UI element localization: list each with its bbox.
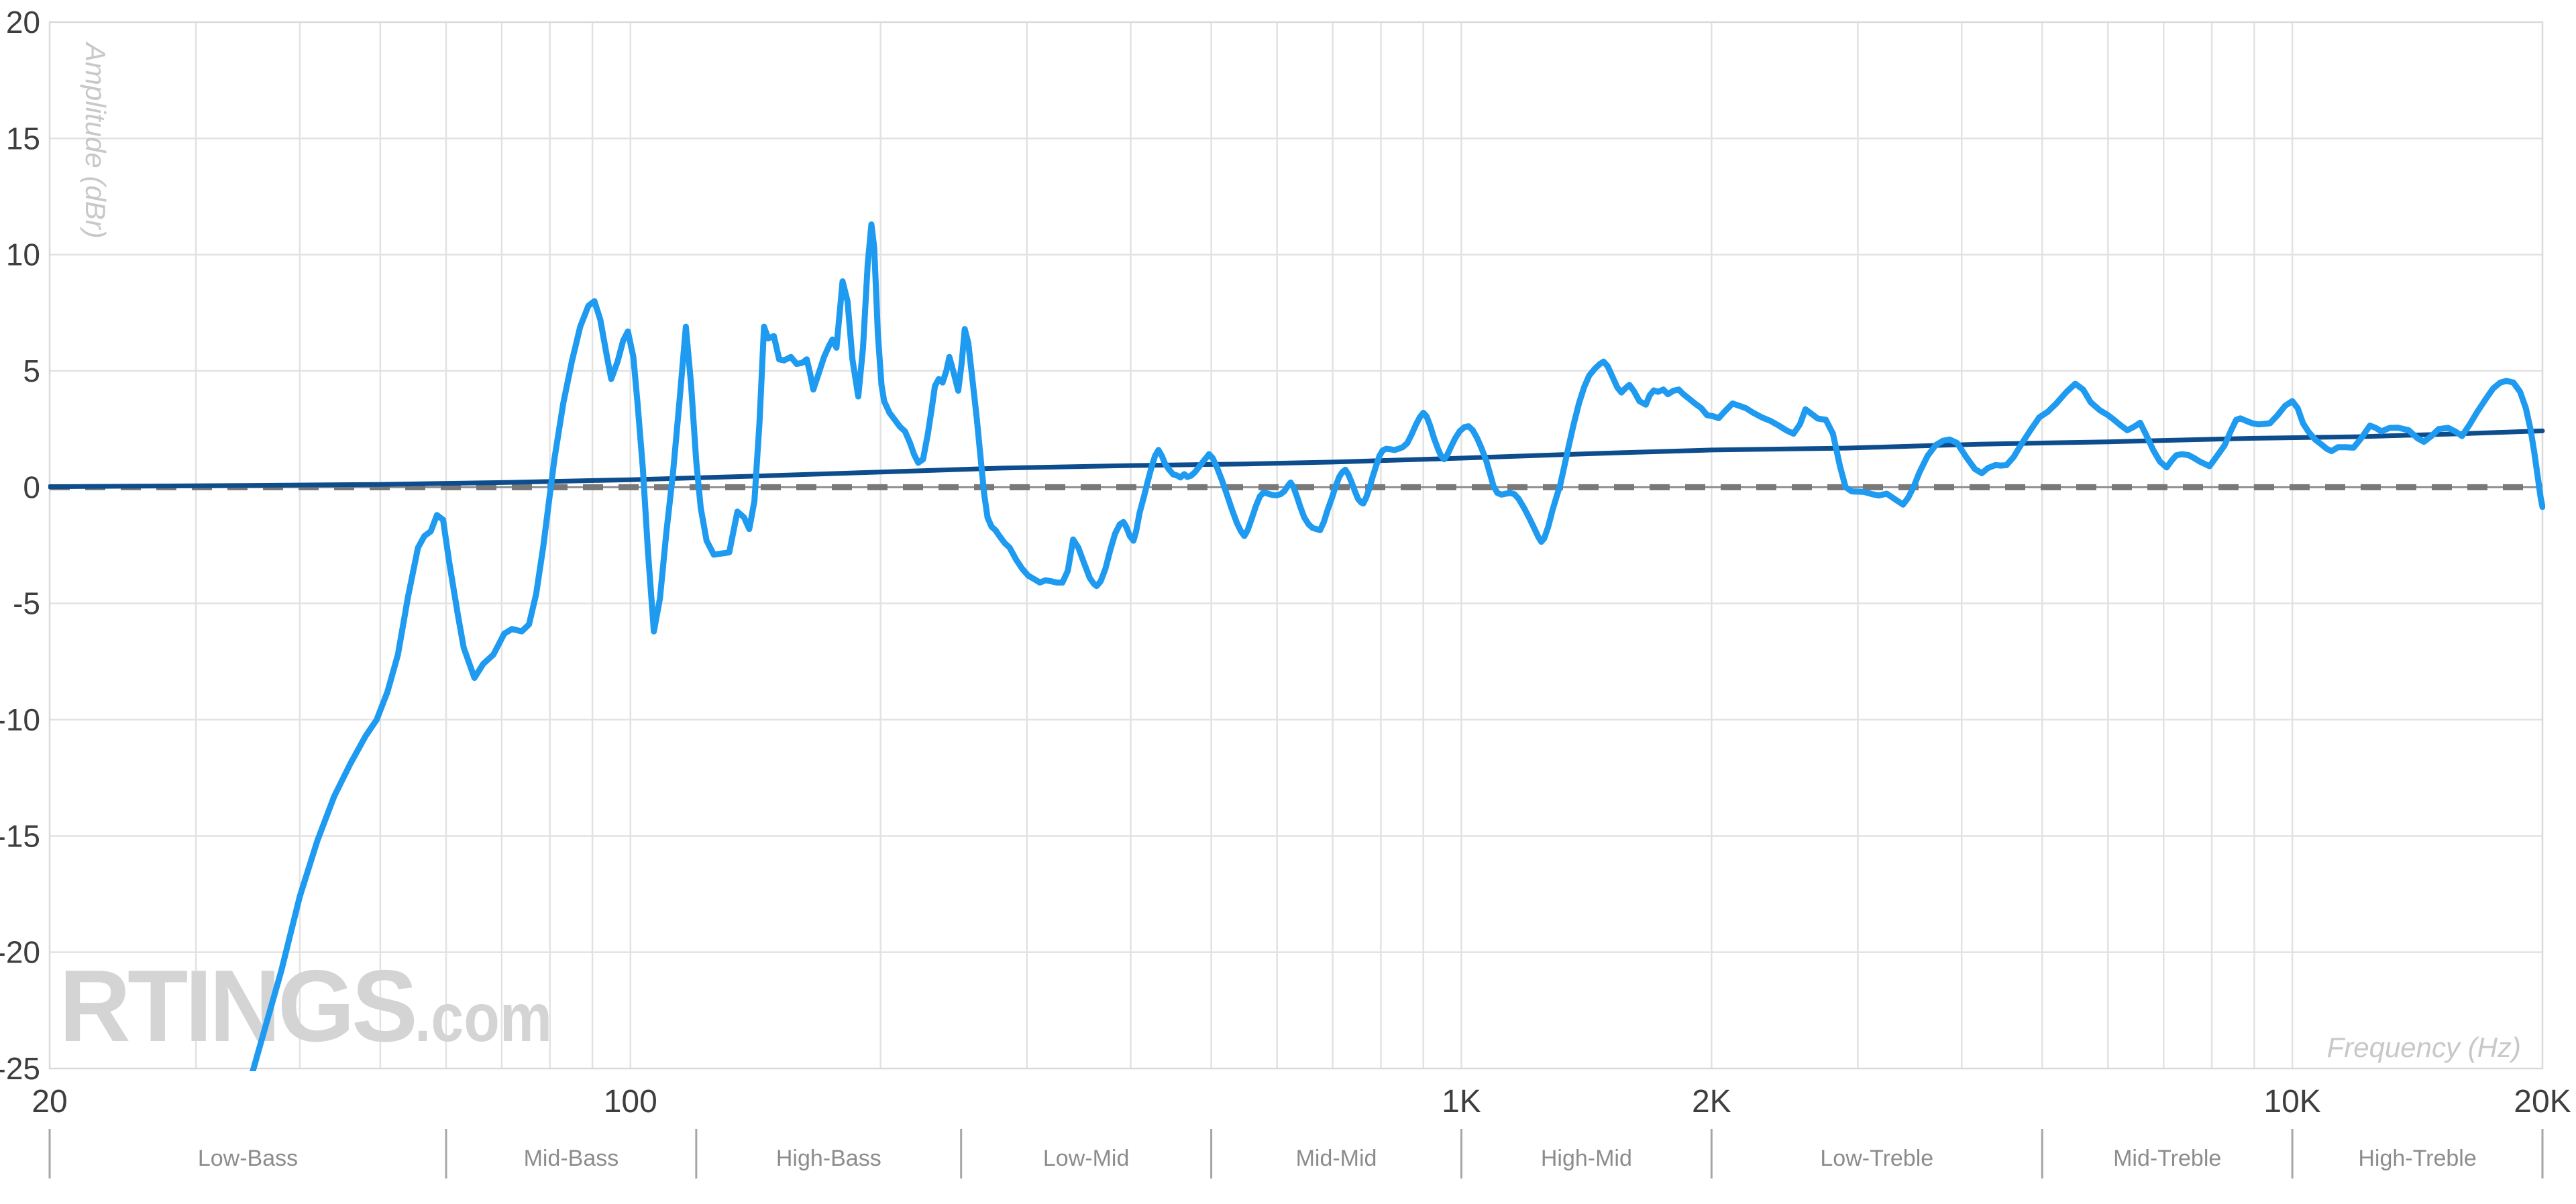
y-tick-label-0: 0	[23, 470, 40, 504]
x-tick-label-20: 20	[32, 1084, 67, 1119]
band-label-high-treble: High-Treble	[2358, 1146, 2476, 1171]
y-tick-label--5: -5	[13, 586, 40, 621]
y-tick-label-5: 5	[23, 353, 40, 388]
plot-frame	[48, 21, 2544, 1070]
watermark-suffix: .com	[415, 979, 552, 1056]
watermark-logo: RTINGS.com	[59, 949, 552, 1063]
band-label-low-mid: Low-Mid	[1043, 1146, 1129, 1171]
y-tick-label--25: -25	[0, 1051, 40, 1086]
y-tick-label--10: -10	[0, 702, 40, 737]
y-axis-labels: 20 15 10 5 0 -5 -10 -15 -20 -25	[0, 5, 40, 1086]
y-tick-label-10: 10	[6, 237, 40, 272]
band-label-low-bass: Low-Bass	[198, 1146, 298, 1171]
x-tick-label-20K: 20K	[2514, 1084, 2571, 1119]
band-scale: Low-Bass Mid-Bass High-Bass Low-Mid Mid-Mid H…	[48, 1129, 2544, 1179]
x-tick-label-10K: 10K	[2263, 1084, 2320, 1119]
measured-frequency-response-curve	[250, 221, 2545, 1071]
band-label-mid-mid: Mid-Mid	[1296, 1146, 1377, 1171]
frequency-axis-title: Frequency (Hz)	[2327, 1032, 2521, 1063]
band-label-high-mid: High-Mid	[1541, 1146, 1632, 1171]
y-tick-label--15: -15	[0, 818, 40, 853]
target-response-curve	[48, 428, 2545, 490]
band-label-mid-treble: Mid-Treble	[2113, 1146, 2221, 1171]
plot-border	[48, 21, 2544, 1070]
amplitude-axis-title: Amplitude (dBr)	[80, 41, 111, 239]
x-tick-label-100: 100	[604, 1084, 657, 1119]
band-label-low-treble: Low-Treble	[1820, 1146, 1933, 1171]
watermark-brand: RTINGS	[59, 949, 415, 1063]
y-tick-label-15: 15	[6, 121, 40, 156]
band-label-mid-bass: Mid-Bass	[524, 1146, 619, 1171]
x-tick-label-1K: 1K	[1442, 1084, 1481, 1119]
x-axis-labels: 20 100 1K 2K 10K 20K	[32, 1084, 2571, 1119]
x-tick-label-2K: 2K	[1692, 1084, 1731, 1119]
y-tick-label-20: 20	[6, 5, 40, 40]
gridlines	[50, 22, 2542, 1069]
y-tick-label--20: -20	[0, 935, 40, 970]
band-label-high-bass: High-Bass	[776, 1146, 881, 1171]
curves	[48, 221, 2545, 1071]
